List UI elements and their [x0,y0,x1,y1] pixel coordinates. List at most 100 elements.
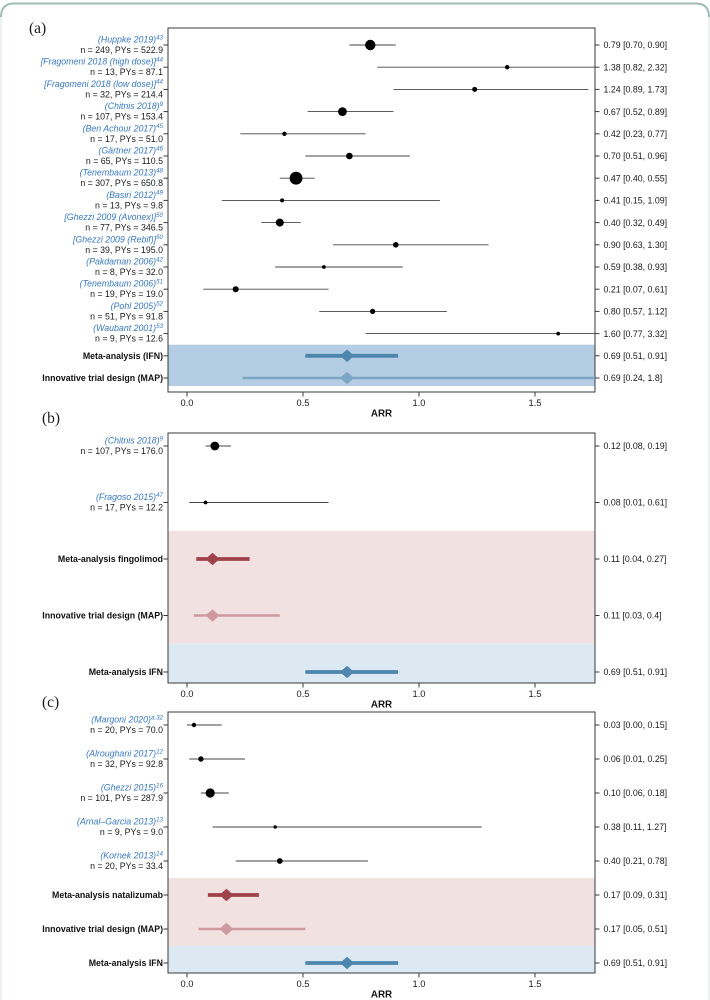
study-citation-text: (Margoni 2020) [91,715,151,725]
study-citation-text: (Waubant 2001) [93,323,156,333]
arr-value-label: 0.47 [0.40, 0.55] [604,173,668,183]
study-citation-ref: 47 [156,492,163,499]
arr-value-label: 1.38 [0.82, 2.32] [604,62,668,72]
plot-box [167,27,596,393]
arr-value-label: 0.21 [0.07, 0.61] [604,284,668,294]
study-citation-ref: 52 [156,301,163,308]
summary-diamond [340,349,355,363]
study-citation-ref: 13 [156,816,163,823]
x-axis-tick-label: 0.0 [181,979,194,989]
study-citation: [Fragomeni 2018 (high dose)]44 [40,56,164,66]
study-citation-ref: 50 [156,234,163,241]
study-stats: n = 13, PYs = 87.1 [90,67,163,77]
x-axis-tick-label: 0.5 [297,979,310,989]
arr-value-label: 0.67 [0.52, 0.89] [604,107,668,117]
summary-label: Innovative trial design (MAP) [42,924,163,934]
study-stats: n = 19, PYs = 19.0 [90,289,163,299]
study-citation: (Gärtner 2017)46 [98,145,163,155]
x-axis-tick-label: 0.0 [181,398,194,408]
study-citation: (Ben Achour 2017)45 [83,123,164,133]
study-citation-text: (Ghezzi 2015) [101,783,156,793]
arr-value-label: 0.06 [0.01, 0.25] [604,754,668,764]
study-citation-text: (Tenembaum 2013) [80,168,157,178]
point-estimate-marker [273,825,277,829]
study-stats: n = 13, PYs = 9.8 [95,200,163,210]
study-citation-text: [Fragomeni 2018 (high dose)] [40,57,157,67]
panel-letter: (b) [42,410,60,427]
panel-letter: (a) [29,20,46,37]
x-axis-tick-label: 1.5 [529,689,542,699]
study-citation: (Huppke 2019)43 [98,34,164,44]
point-estimate-marker [370,308,376,314]
point-estimate-marker [198,756,204,762]
study-stats: n = 65, PYs = 110.5 [86,156,163,166]
summary-diamond [340,956,355,970]
point-estimate-marker [393,242,399,248]
summary-label: Meta-analysis (IFN) [83,351,163,361]
summary-diamond [205,552,220,566]
study-stats: n = 20, PYs = 70.0 [90,725,163,735]
arr-value-label: 0.59 [0.38, 0.93] [604,262,668,272]
ci-layer [189,441,399,679]
arr-value-label: 0.40 [0.32, 0.49] [604,218,668,228]
forest-panel-c: (c)(Margoni 2020)a,32n = 20, PYs = 70.0 0… [42,694,667,1000]
study-citation: (Margoni 2020)a,32 [91,714,163,724]
point-estimate-marker [280,198,285,203]
study-citation: (Arnal–Garcia 2013)13 [77,816,164,826]
point-estimate-marker [282,131,287,136]
arr-value-label: 0.10 [0.06, 0.18] [604,788,668,798]
study-citation-text: [Ghezzi 2009 (Rebif)] [72,234,157,244]
study-citation: (Chitnis 2018)9 [105,435,164,445]
summary-diamond [340,371,355,385]
study-citation-text: (Huppke 2019) [98,35,156,45]
study-citation-ref: 9 [160,101,164,108]
arr-value-label: 0.42 [0.23, 0.77] [604,129,668,139]
highlight-band [168,344,595,386]
x-axis-tick-label: 1.0 [413,398,426,408]
point-estimate-marker [203,500,208,505]
study-stats: n = 107, PYs = 176.0 [80,446,163,456]
highlight-band [168,643,595,683]
study-citation-ref: 49 [156,190,163,197]
x-axis-tick-label: 1.5 [529,979,542,989]
study-stats: n = 249, PYs = 522.9 [80,45,163,55]
summary-label: Innovative trial design (MAP) [42,611,163,621]
study-citation: (Waubant 2001)53 [93,323,163,333]
study-stats: n = 8, PYs = 32.0 [95,267,163,277]
study-citation: (Kornek 2013)14 [100,850,163,860]
study-citation-ref: 12 [156,748,163,755]
arr-value-label: 0.80 [0.57, 1.12] [604,307,668,317]
study-citation-text: (Gärtner 2017) [98,146,156,156]
arr-value-label: 0.69 [0.24, 1.8] [604,373,663,383]
study-citation: (Tenembaum 2013)48 [80,168,164,178]
study-citation: (Tenembaum 2006)51 [80,279,163,289]
study-citation-ref: 46 [156,145,163,152]
study-citation-text: (Kornek 2013) [100,851,156,861]
study-citation: (Ghezzi 2015)16 [101,782,164,792]
study-citation: (Pakdaman 2006)42 [86,256,163,266]
study-citation: [Ghezzi 2009 (Avonex)]50 [63,212,163,222]
arr-value-label: 0.41 [0.15, 1.09] [604,196,668,206]
study-stats: n = 39, PYs = 195.0 [85,245,163,255]
x-axis-title: ARR [371,990,392,1000]
arr-value-label: 0.40 [0.21, 0.78] [604,856,668,866]
arr-value-label: 0.38 [0.11, 1.27] [604,822,667,832]
point-estimate-marker [504,65,510,70]
highlight-band [168,946,595,973]
study-citation-ref: 44 [156,79,163,86]
study-citation-ref: 16 [156,782,163,789]
study-citation-ref: 44 [156,56,163,63]
study-citation: [Fragomeni 2018 (low dose)]44 [43,79,163,89]
study-citation-text: (Basiri 2012) [106,190,156,200]
study-citation-text: (Ben Achour 2017) [83,123,157,133]
point-estimate-marker [232,286,239,293]
x-axis-title: ARR [371,409,392,420]
study-citation-text: [Fragomeni 2018 (low dose)] [43,79,157,89]
study-citation-text: (Fragoso 2015) [96,492,156,502]
study-citation-ref: 9 [160,435,164,442]
study-stats: n = 9, PYs = 12.6 [95,334,163,344]
study-stats: n = 101, PYs = 287.9 [80,793,163,803]
arr-value-label: 0.79 [0.70, 0.90] [604,40,668,50]
